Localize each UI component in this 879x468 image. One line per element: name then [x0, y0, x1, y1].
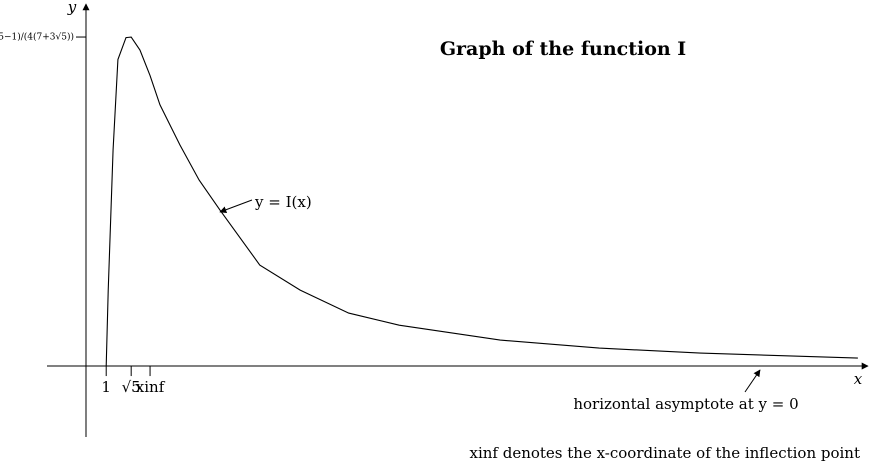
x-tick-label: xinf [136, 378, 166, 396]
curve [105, 36, 858, 367]
y-axis-label: y [67, 0, 77, 16]
series-label-arrow [219, 199, 253, 214]
chart-title: Graph of the function I [440, 38, 686, 60]
note: xinf denotes the x-coordinate of the inf… [469, 444, 860, 462]
annotation-arrow [744, 369, 761, 393]
x-axis-label: x [854, 370, 863, 388]
y-tick-label: (√5−1)/(4(7+3√5)) [0, 32, 74, 43]
series-label: y = I(x) [254, 193, 312, 211]
x-tick-label: √5 [122, 378, 141, 396]
annotation: horizontal asymptote at y = 0 [573, 395, 798, 413]
x-tick-label: 1 [101, 378, 111, 396]
